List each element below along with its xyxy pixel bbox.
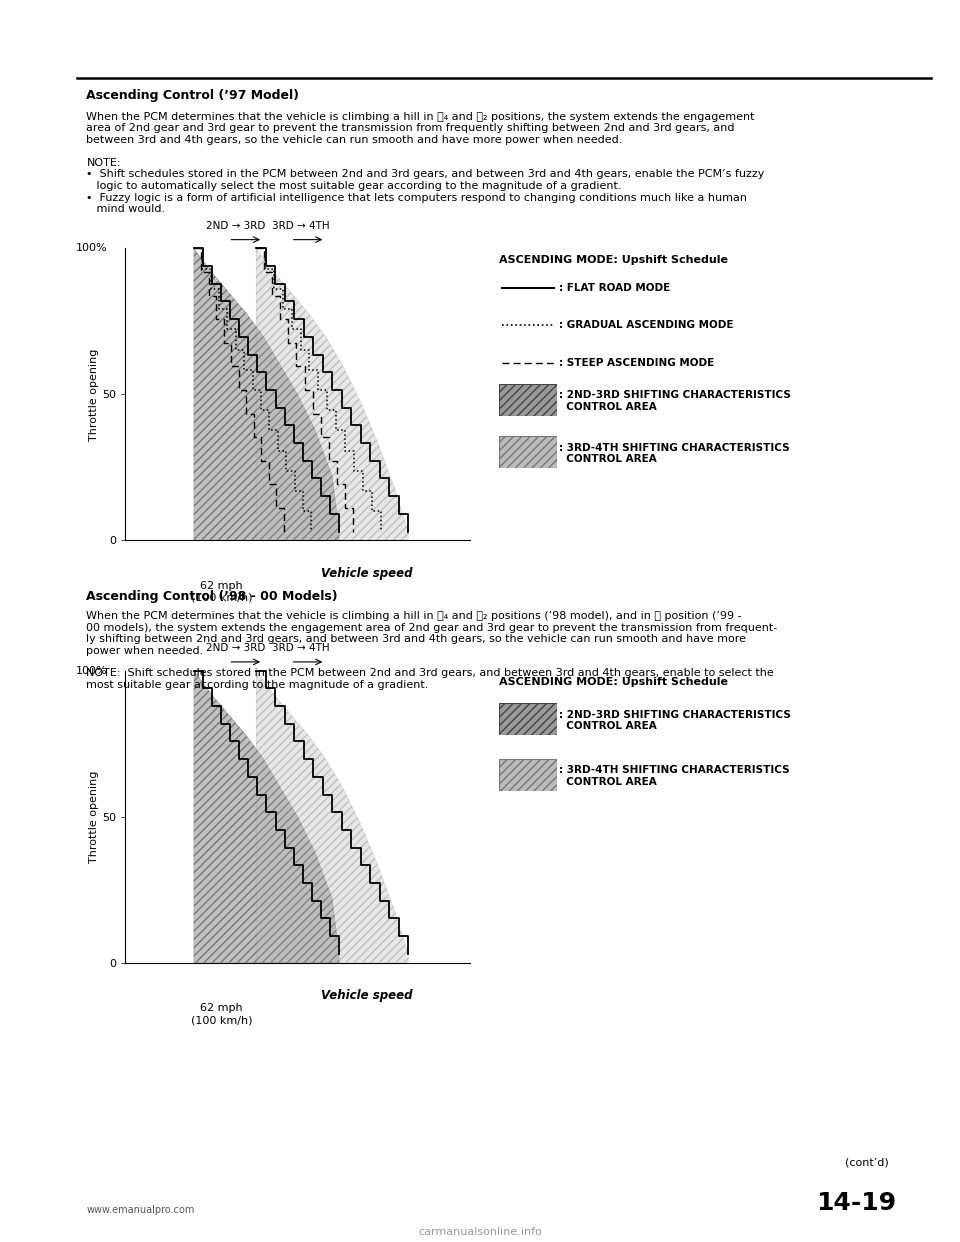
Text: Vehicle speed: Vehicle speed [321, 989, 413, 1002]
Text: : 2ND-3RD SHIFTING CHARACTERISTICS
  CONTROL AREA: : 2ND-3RD SHIFTING CHARACTERISTICS CONTR… [559, 709, 791, 732]
Text: 62 mph
(100 km/h): 62 mph (100 km/h) [191, 581, 252, 602]
Text: : 3RD-4TH SHIFTING CHARACTERISTICS
  CONTROL AREA: : 3RD-4TH SHIFTING CHARACTERISTICS CONTR… [559, 442, 789, 465]
Text: When the PCM determines that the vehicle is climbing a hill in ⓓ₄ and ⓓ₂ positio: When the PCM determines that the vehicle… [86, 112, 755, 145]
Text: ASCENDING MODE: Upshift Schedule: ASCENDING MODE: Upshift Schedule [499, 677, 729, 687]
Text: NOTE:
•  Shift schedules stored in the PCM between 2nd and 3rd gears, and betwee: NOTE: • Shift schedules stored in the PC… [86, 158, 765, 214]
Text: : 3RD-4TH SHIFTING CHARACTERISTICS
  CONTROL AREA: : 3RD-4TH SHIFTING CHARACTERISTICS CONTR… [559, 765, 789, 787]
Text: NOTE:  Shift schedules stored in the PCM between 2nd and 3rd gears, and between : NOTE: Shift schedules stored in the PCM … [86, 668, 774, 689]
Text: : STEEP ASCENDING MODE: : STEEP ASCENDING MODE [559, 358, 714, 368]
Text: 100%: 100% [76, 243, 108, 253]
Text: 100%: 100% [76, 666, 108, 676]
Text: When the PCM determines that the vehicle is climbing a hill in ⓓ₄ and ⓓ₂ positio: When the PCM determines that the vehicle… [86, 611, 778, 656]
Text: 2ND → 3RD: 2ND → 3RD [205, 221, 265, 231]
Text: : FLAT ROAD MODE: : FLAT ROAD MODE [559, 283, 670, 293]
Text: 14-19: 14-19 [816, 1191, 896, 1215]
Text: 2ND → 3RD: 2ND → 3RD [205, 643, 265, 653]
Text: Ascending Control (’98 - 00 Models): Ascending Control (’98 - 00 Models) [86, 590, 338, 602]
Text: 3RD → 4TH: 3RD → 4TH [273, 221, 330, 231]
Text: ASCENDING MODE: Upshift Schedule: ASCENDING MODE: Upshift Schedule [499, 255, 729, 265]
Text: Ascending Control (’97 Model): Ascending Control (’97 Model) [86, 89, 300, 102]
Text: Vehicle speed: Vehicle speed [321, 566, 413, 580]
Text: carmanualsonline.info: carmanualsonline.info [418, 1227, 542, 1237]
Text: (cont’d): (cont’d) [845, 1158, 889, 1167]
Text: : 2ND-3RD SHIFTING CHARACTERISTICS
  CONTROL AREA: : 2ND-3RD SHIFTING CHARACTERISTICS CONTR… [559, 390, 791, 412]
Text: www.emanualpro.com: www.emanualpro.com [86, 1205, 195, 1215]
Text: 3RD → 4TH: 3RD → 4TH [273, 643, 330, 653]
Text: ⚙⚙: ⚙⚙ [834, 26, 884, 53]
Text: 62 mph
(100 km/h): 62 mph (100 km/h) [191, 1004, 252, 1025]
Text: : GRADUAL ASCENDING MODE: : GRADUAL ASCENDING MODE [559, 320, 733, 330]
Y-axis label: Throttle opening: Throttle opening [89, 348, 99, 441]
Y-axis label: Throttle opening: Throttle opening [89, 770, 99, 863]
